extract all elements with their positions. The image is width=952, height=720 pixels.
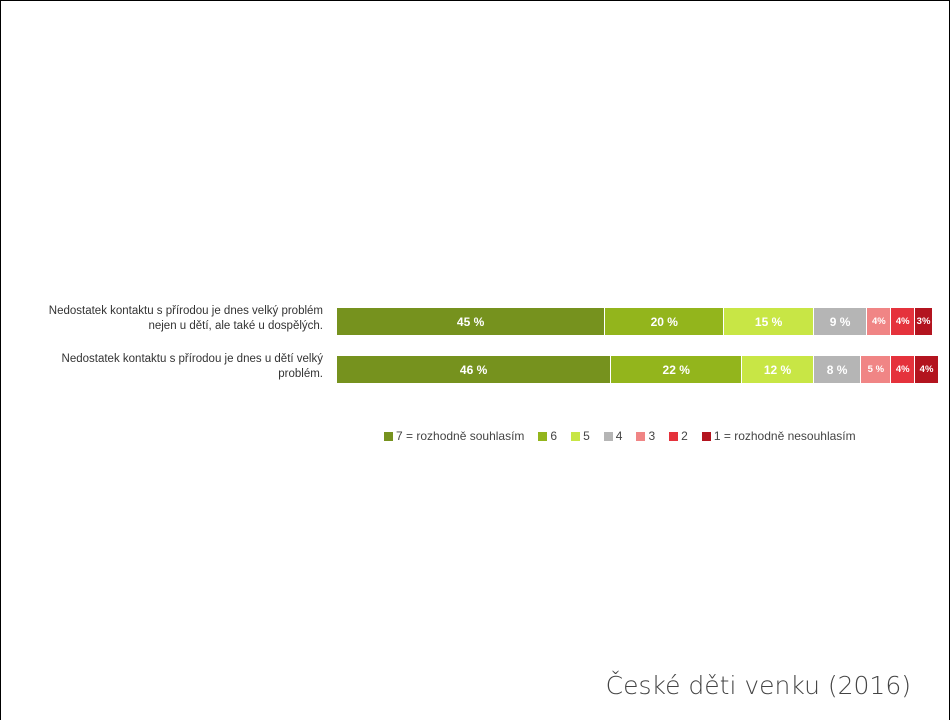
legend-item: 7 = rozhodně souhlasím: [384, 429, 524, 443]
value-label: 15 %: [754, 314, 783, 329]
legend-label: 6: [550, 429, 558, 443]
bar-segment: 4%: [867, 308, 892, 335]
legend: 7 = rozhodně souhlasím 6 5 4 3 2 1 = rozhodně …: [384, 429, 856, 443]
category-label: Nedostatek kontaktu s přírodou je dnes u…: [61, 353, 323, 380]
bar-segment: 9 %: [813, 308, 868, 335]
value-label: 4%: [895, 316, 910, 327]
bar-segment: 22 %: [611, 356, 743, 383]
bar-segment: 46 %: [337, 356, 612, 383]
bar-segment: 4%: [891, 308, 916, 335]
value-label: 45 %: [456, 314, 485, 329]
legend-swatch: [384, 431, 393, 441]
legend-item: 3: [636, 429, 655, 443]
legend-swatch: [603, 431, 613, 441]
bar-segment: 15 %: [724, 308, 814, 335]
value-label: 9 %: [829, 314, 851, 329]
value-label: 20 %: [650, 314, 678, 329]
bar-segment: 3%: [915, 308, 933, 335]
legend-swatch: [571, 431, 581, 441]
value-label: 3%: [916, 316, 931, 327]
bar-segment: 4%: [891, 356, 916, 383]
legend-label: 2: [681, 429, 688, 443]
legend-item: 4: [603, 429, 623, 443]
legend-label: 1 = rozhodně nesouhlasím: [713, 429, 856, 443]
bar-segment: 8 %: [813, 356, 862, 383]
legend-label: 4: [615, 429, 623, 443]
legend-swatch: [636, 431, 646, 441]
legend-swatch: [669, 431, 679, 441]
legend-item: 5: [571, 429, 590, 443]
value-label: 22 %: [662, 362, 690, 377]
bar-segment: 5 %: [861, 356, 892, 383]
bar-segment: 4%: [915, 356, 939, 383]
value-label: 5 %: [867, 364, 885, 375]
legend-item: 6: [538, 429, 557, 443]
legend-swatch: [538, 431, 548, 441]
bar-segment: 45 %: [337, 308, 606, 335]
value-label: 4%: [919, 364, 934, 375]
legend-item: 2: [669, 429, 688, 443]
footer: České děti venku (2016): [605, 671, 911, 700]
value-label: 46 %: [459, 362, 488, 377]
value-label: 12 %: [763, 362, 792, 377]
legend-swatch: [701, 431, 711, 441]
value-label: 8 %: [826, 362, 848, 377]
bar-segment: 12 %: [742, 356, 814, 383]
legend-label: 7 = rozhodně souhlasím: [396, 429, 525, 443]
value-label: 4%: [871, 316, 886, 327]
bar-segment: 20 %: [605, 308, 725, 335]
legend-label: 5: [583, 429, 590, 443]
category-label: Nedostatek kontaktu s přírodou je dnes v…: [48, 305, 323, 332]
legend-label: 3: [648, 429, 656, 443]
legend-item: 1 = rozhodně nesouhlasím: [701, 429, 856, 443]
value-label: 4%: [895, 364, 910, 375]
